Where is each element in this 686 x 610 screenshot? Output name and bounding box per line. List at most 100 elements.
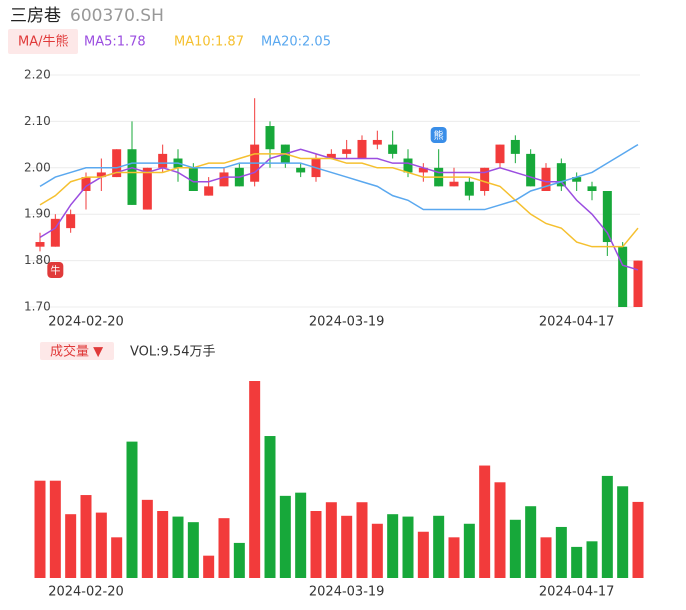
y-tick-label: 2.10	[24, 114, 51, 128]
volume-bar	[157, 511, 169, 578]
y-tick-label: 2.20	[24, 68, 51, 82]
candle-body	[66, 214, 76, 229]
volume-bar	[509, 519, 521, 578]
candle-body	[480, 167, 490, 191]
candle-body	[449, 181, 459, 187]
volume-bar	[295, 492, 307, 578]
mode-button-bg[interactable]	[8, 29, 78, 54]
candle-body	[572, 177, 582, 182]
volume-bar	[356, 502, 368, 578]
candle-body	[541, 167, 551, 191]
volume-bar	[233, 542, 245, 578]
y-tick-label: 1.90	[24, 207, 51, 221]
x-tick-label: 2024-03-19	[309, 315, 385, 330]
volume-bar	[371, 523, 383, 578]
candle-body	[510, 139, 520, 154]
volume-bar	[218, 518, 230, 578]
volume-bar	[80, 495, 92, 578]
ma-line	[39, 148, 639, 271]
volume-bar	[387, 514, 399, 578]
volume-bar	[479, 465, 491, 578]
volume-bar	[525, 506, 537, 578]
volume-bar	[402, 516, 414, 578]
volume-bar	[279, 495, 291, 578]
volume-bar	[463, 523, 475, 578]
volume-bar	[111, 537, 123, 578]
volume-tab-bg[interactable]	[40, 342, 114, 360]
volume-bar	[95, 512, 107, 578]
y-tick-label: 1.80	[24, 253, 51, 267]
volume-bar	[49, 480, 61, 578]
candle-body	[587, 186, 597, 191]
ma-legend: MA10:1.87	[174, 35, 244, 50]
volume-bar	[540, 537, 552, 578]
volume-tab[interactable]: 成交量 ▼	[50, 344, 103, 360]
candle-body	[464, 181, 474, 196]
volume-bar	[448, 537, 460, 578]
candle-body	[219, 172, 229, 187]
candle-body	[158, 153, 168, 168]
volume-bar	[341, 515, 353, 578]
candle-body	[357, 139, 367, 159]
x-tick-label: 2024-02-20	[48, 315, 124, 330]
candle-body	[127, 149, 137, 205]
volume-bar	[187, 522, 199, 578]
candle-body	[265, 126, 275, 150]
mode-button[interactable]: MA/牛熊	[18, 34, 69, 50]
volume-bar	[126, 441, 138, 578]
ma-line	[39, 153, 639, 248]
candle-body	[388, 144, 398, 154]
candle-body	[556, 163, 566, 187]
marker-label: 熊	[434, 129, 444, 142]
ma-line	[39, 143, 639, 211]
volume-bar	[632, 501, 644, 578]
candle-body	[342, 149, 352, 154]
volume-bar	[417, 531, 429, 578]
volume-bar	[601, 475, 613, 578]
candle-body	[204, 186, 214, 196]
y-tick-label: 1.70	[24, 300, 51, 314]
candle-body	[35, 242, 45, 247]
candle-body	[188, 167, 198, 191]
candle-body	[50, 218, 60, 247]
volume-bar	[617, 486, 629, 578]
stock-code: 600370.SH	[70, 6, 164, 26]
marker-label: 牛	[50, 264, 60, 277]
volume-bar	[141, 499, 153, 578]
volume-label: VOL:9.54万手	[130, 345, 215, 360]
candle-body	[372, 139, 382, 145]
candle-body	[296, 167, 306, 173]
volume-bar	[203, 555, 215, 578]
candle-body	[618, 246, 628, 307]
x-tick-label: 2024-02-20	[48, 585, 124, 600]
x-tick-label: 2024-04-17	[539, 585, 615, 600]
volume-bar	[310, 511, 322, 578]
marker-icon	[430, 127, 447, 143]
candle-body	[403, 158, 413, 173]
candle-body	[526, 153, 536, 187]
volume-bar	[34, 480, 46, 578]
candle-body	[81, 177, 91, 191]
marker-icon	[47, 262, 64, 278]
volume-bar	[325, 502, 337, 578]
volume-bar	[249, 381, 261, 578]
ma-legend: MA20:2.05	[261, 35, 331, 50]
volume-bar	[433, 515, 445, 578]
x-tick-label: 2024-04-17	[539, 315, 615, 330]
volume-bar	[586, 541, 598, 578]
volume-bar	[555, 526, 567, 578]
volume-bar	[65, 514, 77, 578]
ma-legend: MA5:1.78	[84, 35, 146, 50]
volume-bar	[172, 516, 184, 578]
candle-body	[326, 153, 336, 159]
x-tick-label: 2024-03-19	[309, 585, 385, 600]
candle-body	[418, 167, 428, 173]
candle-body	[112, 149, 122, 178]
candle-body	[495, 144, 505, 164]
y-tick-label: 2.00	[24, 160, 51, 174]
candle-body	[142, 167, 152, 210]
candle-body	[633, 260, 643, 307]
volume-bar	[264, 436, 276, 578]
candle-body	[602, 191, 612, 243]
